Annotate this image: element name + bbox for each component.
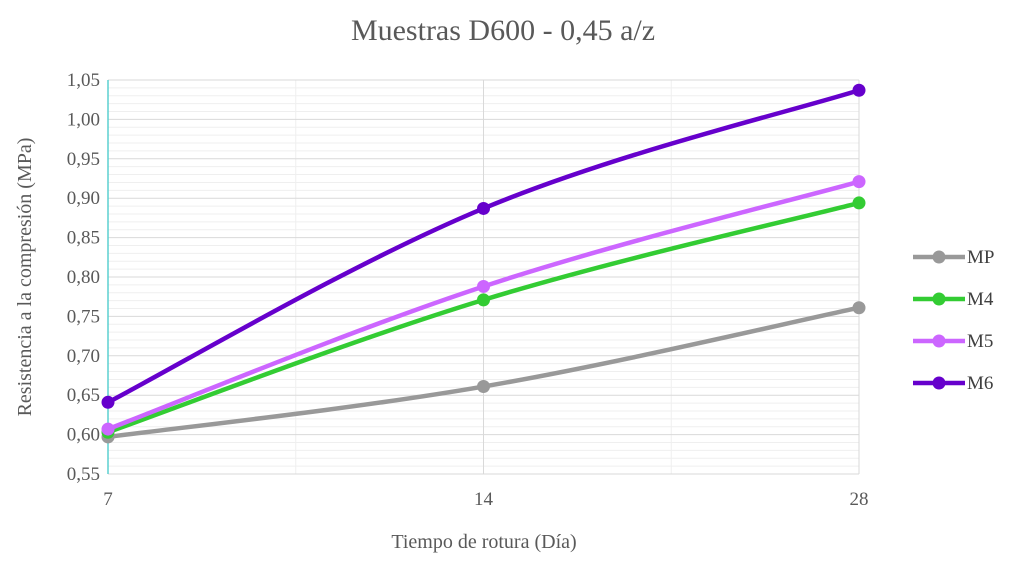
- y-tick-label: 0,90: [67, 188, 100, 209]
- data-point-mp: [477, 380, 490, 394]
- data-point-m6: [852, 83, 866, 97]
- y-tick-label: 0,55: [67, 464, 100, 485]
- data-point-m5: [852, 175, 866, 189]
- legend: MP M4 M5 M6: [913, 247, 994, 394]
- legend-item-m6: M6: [913, 373, 993, 394]
- data-point-mp: [852, 301, 866, 315]
- legend-label: M4: [967, 289, 994, 310]
- legend-swatch-marker: [932, 250, 946, 264]
- data-point-m6: [101, 395, 115, 409]
- series-lines: [101, 83, 866, 444]
- data-point-m5: [101, 422, 115, 436]
- x-tick-label: 7: [103, 489, 113, 510]
- data-point-m6: [477, 201, 490, 215]
- legend-label: M6: [967, 373, 993, 394]
- y-tick-labels: 0,55 0,60 0,65 0,70 0,75 0,80 0,85 0,90 0,95 1,00…: [67, 70, 100, 485]
- data-point-m4: [477, 293, 490, 307]
- legend-label: MP: [967, 247, 994, 268]
- y-tick-label: 1,00: [67, 109, 100, 130]
- major-gridlines: [108, 79, 860, 475]
- y-tick-label: 0,70: [67, 346, 100, 367]
- x-tick-labels: 7 14 28: [103, 489, 868, 510]
- legend-swatch-marker: [932, 376, 946, 390]
- chart-title: Muestras D600 - 0,45 a/z: [351, 14, 655, 47]
- y-tick-label: 0,80: [67, 267, 100, 288]
- legend-item-m4: M4: [913, 289, 994, 310]
- y-tick-label: 0,60: [67, 425, 100, 446]
- legend-swatch-marker: [932, 334, 946, 348]
- x-tick-label: 14: [474, 489, 494, 510]
- y-tick-label: 0,75: [67, 306, 100, 327]
- legend-swatch-marker: [932, 292, 946, 306]
- y-tick-label: 0,65: [67, 385, 100, 406]
- y-tick-label: 0,85: [67, 228, 100, 249]
- data-point-m5: [477, 279, 490, 293]
- data-point-m4: [852, 196, 866, 210]
- legend-item-m5: M5: [913, 331, 993, 352]
- x-axis-label: Tiempo de rotura (Día): [391, 531, 576, 553]
- legend-item-mp: MP: [913, 247, 994, 268]
- y-axis-label: Resistencia a la compresión (MPa): [14, 138, 36, 417]
- y-tick-label: 1,05: [67, 70, 100, 91]
- y-tick-label: 0,95: [67, 149, 100, 170]
- legend-label: M5: [967, 331, 993, 352]
- x-tick-label: 28: [850, 489, 869, 510]
